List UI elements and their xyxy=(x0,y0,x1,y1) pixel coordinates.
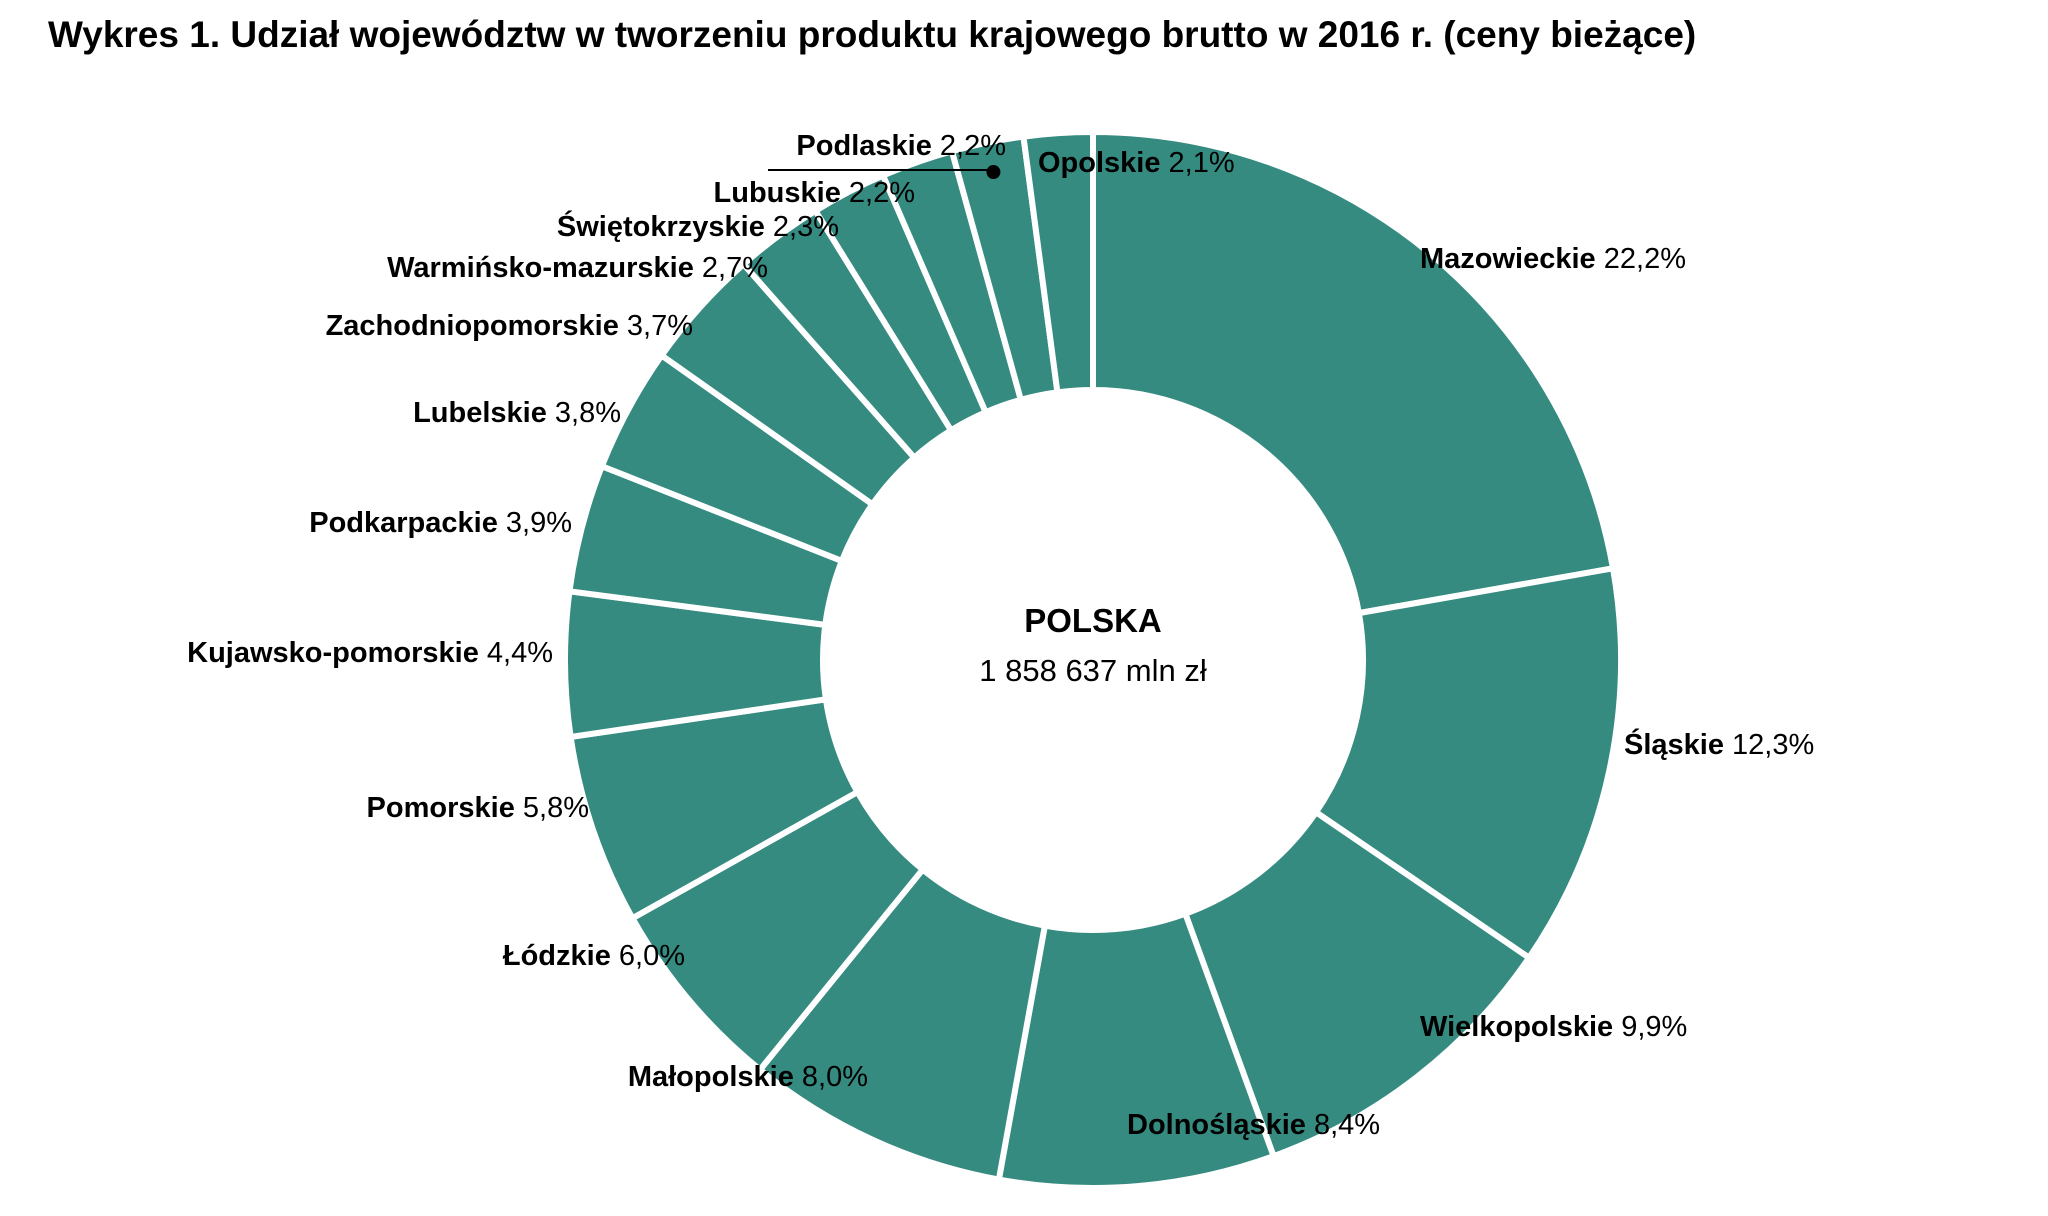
slice-label-2: Wielkopolskie 9,9% xyxy=(1420,1011,1687,1043)
slice-label-14: Podlaskie 2,2% xyxy=(796,130,1006,162)
slice-labels: Mazowieckie 22,2% Śląskie 12,3% Wielkopols… xyxy=(187,130,1814,1141)
slice-2 xyxy=(1181,808,1534,1161)
center-value: 1 858 637 mln zł xyxy=(979,653,1207,688)
slice-label-name-3: Dolnośląskie xyxy=(1127,1109,1314,1141)
slice-label-name-14: Podlaskie xyxy=(796,130,939,162)
slice-label-value-11: 2,7% xyxy=(702,252,768,284)
slice-label-value-12: 2,3% xyxy=(773,211,839,243)
slice-label-value-15: 2,1% xyxy=(1169,147,1235,179)
slice-label-name-6: Pomorskie xyxy=(367,792,523,824)
slice-label-7: Kujawsko-pomorskie 4,4% xyxy=(187,637,553,669)
slice-label-value-3: 8,4% xyxy=(1314,1109,1380,1141)
slice-label-0: Mazowieckie 22,2% xyxy=(1420,243,1686,275)
slice-1 xyxy=(1311,564,1624,962)
slice-label-4: Małopolskie 8,0% xyxy=(628,1061,868,1093)
slice-label-10: Zachodniopomorskie 3,7% xyxy=(326,310,693,342)
slice-label-value-0: 22,2% xyxy=(1604,243,1686,275)
slice-label-name-9: Lubelskie xyxy=(413,397,555,429)
slice-label-name-7: Kujawsko-pomorskie xyxy=(187,637,487,669)
podlaskie-leader-dot xyxy=(986,165,1001,180)
slice-15 xyxy=(1020,128,1096,396)
slice-label-name-11: Warmińsko-mazurskie xyxy=(387,252,702,284)
slice-label-12: Świętokrzyskie 2,3% xyxy=(557,209,839,243)
slice-label-3: Dolnośląskie 8,4% xyxy=(1127,1109,1380,1141)
slice-label-value-2: 9,9% xyxy=(1621,1011,1687,1043)
slice-label-value-5: 6,0% xyxy=(619,940,685,972)
slice-label-name-13: Lubuskie xyxy=(714,177,849,209)
slice-label-value-13: 2,2% xyxy=(849,177,915,209)
slice-label-value-4: 8,0% xyxy=(802,1061,868,1093)
slice-label-value-7: 4,4% xyxy=(487,637,553,669)
slice-label-name-2: Wielkopolskie xyxy=(1420,1011,1621,1043)
slice-label-name-0: Mazowieckie xyxy=(1420,243,1604,275)
donut-slices xyxy=(562,128,1624,1191)
slice-label-name-15: Opolskie xyxy=(1038,147,1169,179)
slice-label-value-14: 2,2% xyxy=(940,130,1006,162)
slice-label-name-12: Świętokrzyskie xyxy=(557,209,773,243)
slice-label-6: Pomorskie 5,8% xyxy=(367,792,589,824)
slice-label-value-6: 5,8% xyxy=(523,792,589,824)
slice-label-name-1: Śląskie xyxy=(1624,727,1732,761)
slice-label-5: Łódzkie 6,0% xyxy=(503,940,685,972)
slice-label-8: Podkarpackie 3,9% xyxy=(309,507,572,539)
center-title: POLSKA xyxy=(1024,602,1162,639)
slice-label-name-4: Małopolskie xyxy=(628,1061,802,1093)
slice-label-name-10: Zachodniopomorskie xyxy=(326,310,627,342)
slice-label-1: Śląskie 12,3% xyxy=(1624,727,1814,761)
chart-title: Wykres 1. Udział województw w tworzeniu … xyxy=(48,14,1697,55)
slice-0 xyxy=(1090,128,1617,617)
slice-label-value-9: 3,8% xyxy=(555,397,621,429)
slice-label-15: Opolskie 2,1% xyxy=(1038,147,1235,179)
slice-label-value-1: 12,3% xyxy=(1732,729,1814,761)
slice-label-value-10: 3,7% xyxy=(627,310,693,342)
slice-label-name-5: Łódzkie xyxy=(503,940,619,972)
slice-label-11: Warmińsko-mazurskie 2,7% xyxy=(387,252,768,284)
slice-label-name-8: Podkarpackie xyxy=(309,507,506,539)
slice-label-9: Lubelskie 3,8% xyxy=(413,397,621,429)
slice-label-13: Lubuskie 2,2% xyxy=(714,177,915,209)
slice-label-value-8: 3,9% xyxy=(506,507,572,539)
